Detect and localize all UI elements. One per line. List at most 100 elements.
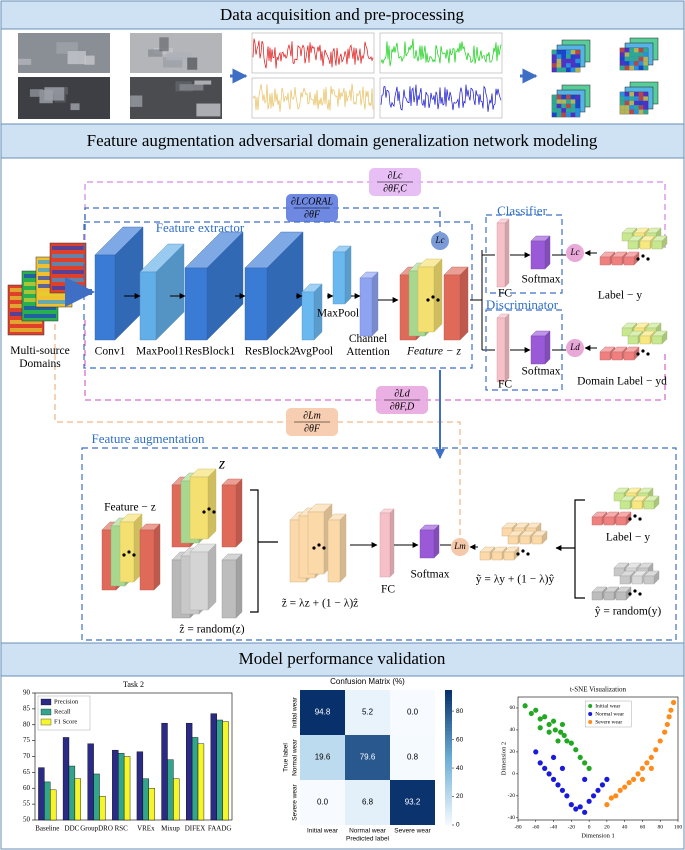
shape bbox=[519, 535, 531, 545]
spectrogram-cell bbox=[575, 63, 580, 68]
spectrogram-cell bbox=[624, 100, 630, 106]
spectrogram-cell bbox=[643, 92, 648, 97]
section-title: Data acquisition and pre-processing bbox=[220, 5, 465, 24]
colorbar-step bbox=[445, 740, 452, 745]
spectrogram-cell bbox=[552, 58, 557, 64]
chart-title: Task 2 bbox=[123, 680, 144, 689]
shape bbox=[189, 551, 209, 611]
colorbar-step bbox=[445, 713, 452, 718]
formula: ẑ = random(z) bbox=[179, 624, 244, 636]
input-label: Multi-source Domains bbox=[10, 345, 69, 370]
shape bbox=[38, 300, 70, 304]
layer-label: Conv1 bbox=[95, 346, 126, 358]
point bbox=[568, 802, 574, 808]
spectrogram-cell bbox=[561, 54, 566, 59]
spectrogram-cell bbox=[566, 54, 571, 59]
section-title: Model performance validation bbox=[239, 649, 446, 668]
layer-label: ResBlock2 bbox=[245, 346, 296, 358]
shape bbox=[317, 543, 321, 547]
section-header bbox=[0, 123, 685, 159]
legend-box bbox=[585, 700, 632, 728]
bar bbox=[161, 722, 168, 821]
diagram-layer: ∂Lc ∂θF,C ∂LCORAL ∂θF ∂Ld ∂θF,D ∂Lm ∂θF Lc Lc Ld Lm bbox=[7, 32, 677, 641]
spectrogram-cell bbox=[575, 67, 580, 72]
y-tick-label: Initial wear bbox=[292, 696, 299, 728]
spectrogram-cell bbox=[638, 100, 644, 106]
shape bbox=[244, 267, 268, 341]
spectrogram-cell bbox=[566, 63, 571, 68]
point bbox=[561, 732, 567, 739]
x-tick-label: FAADG bbox=[208, 825, 232, 833]
point bbox=[617, 787, 623, 793]
colorbar-step bbox=[445, 777, 452, 782]
point bbox=[599, 782, 606, 788]
shape bbox=[619, 575, 631, 585]
y-tick-label: 50 bbox=[23, 816, 31, 824]
photo-detail bbox=[44, 87, 65, 101]
spectrogram-cell bbox=[620, 92, 625, 97]
shape bbox=[119, 521, 135, 583]
cell-label: 79.6 bbox=[360, 753, 376, 762]
x-tick-label: -80 bbox=[514, 824, 522, 830]
y-tick-label: 65 bbox=[23, 768, 31, 776]
point bbox=[559, 721, 566, 728]
point bbox=[622, 784, 628, 790]
photo-detail bbox=[56, 42, 78, 54]
spectrogram-cell bbox=[566, 67, 571, 72]
spectrogram-cell bbox=[561, 103, 566, 109]
point bbox=[573, 806, 579, 812]
spectrogram-cell bbox=[566, 50, 571, 55]
shape bbox=[54, 300, 461, 535]
point bbox=[577, 804, 583, 810]
gradient-den: ∂θF,C bbox=[383, 183, 407, 194]
photo-detail bbox=[196, 103, 221, 117]
gradient-num: ∂Lc bbox=[388, 170, 404, 181]
colorbar-step bbox=[445, 750, 452, 755]
gradient-num: ∂Lm bbox=[303, 410, 321, 421]
shape bbox=[52, 270, 84, 274]
shape bbox=[344, 245, 352, 305]
bar bbox=[44, 781, 51, 821]
bar bbox=[68, 765, 76, 821]
y-tick-label: 90 bbox=[23, 689, 31, 697]
loss-label: Lc bbox=[435, 235, 445, 245]
legend-swatch bbox=[40, 708, 52, 716]
x-tick-label: -40 bbox=[550, 824, 558, 830]
spectrogram-cell bbox=[552, 112, 557, 117]
shape bbox=[202, 510, 206, 514]
bar bbox=[74, 778, 82, 821]
shape bbox=[189, 476, 209, 540]
legend-swatch bbox=[40, 698, 52, 706]
spectrogram-cell bbox=[638, 105, 644, 110]
shape bbox=[250, 489, 278, 613]
shape bbox=[52, 246, 84, 250]
colorbar-step bbox=[445, 801, 452, 806]
spectrogram-cell bbox=[552, 63, 557, 68]
x-tick-label: RSC bbox=[115, 825, 129, 833]
shape bbox=[603, 516, 615, 526]
photo-detail bbox=[194, 80, 212, 85]
point bbox=[533, 707, 539, 713]
point bbox=[648, 754, 654, 761]
colorbar-step bbox=[445, 798, 452, 802]
point bbox=[577, 754, 583, 761]
shape bbox=[504, 313, 510, 383]
shape bbox=[139, 271, 157, 341]
point bbox=[644, 760, 650, 766]
point bbox=[639, 765, 646, 771]
spectrogram-cell bbox=[556, 99, 562, 104]
shape bbox=[619, 500, 631, 510]
spectrogram-cell bbox=[624, 105, 630, 110]
x-tick-label: Severe wear bbox=[394, 828, 431, 835]
x-tick-label: Initial wear bbox=[307, 828, 339, 835]
photo-detail bbox=[70, 103, 80, 111]
shape bbox=[379, 512, 391, 578]
x-tick-label: -20 bbox=[568, 824, 576, 830]
chart-title: t-SNE Visualization bbox=[570, 686, 627, 694]
point bbox=[664, 721, 670, 728]
colorbar-step bbox=[445, 737, 452, 742]
spectrogram-cell bbox=[570, 67, 576, 72]
y-tick-label: Severe wear bbox=[292, 783, 299, 820]
spectrogram-cell bbox=[634, 109, 639, 114]
